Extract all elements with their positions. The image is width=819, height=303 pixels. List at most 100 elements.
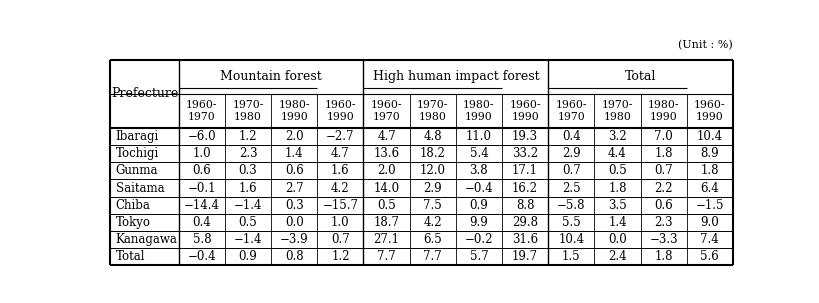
Text: 2.0: 2.0	[284, 130, 303, 143]
Text: −1.5: −1.5	[695, 199, 723, 211]
Text: 6.4: 6.4	[699, 181, 718, 195]
Text: 1960-
1970: 1960- 1970	[554, 100, 586, 122]
Text: 3.2: 3.2	[608, 130, 626, 143]
Text: 5.6: 5.6	[699, 250, 718, 263]
Text: (Unit : %): (Unit : %)	[677, 40, 732, 50]
Text: 3.5: 3.5	[608, 199, 626, 211]
Text: 10.4: 10.4	[696, 130, 722, 143]
Text: 1970-
1980: 1970- 1980	[417, 100, 448, 122]
Text: 2.9: 2.9	[561, 147, 580, 160]
Text: 0.8: 0.8	[284, 250, 303, 263]
Text: 5.8: 5.8	[192, 233, 211, 246]
Text: Kanagawa: Kanagawa	[115, 233, 177, 246]
Text: 1.6: 1.6	[331, 165, 349, 177]
Text: 1.4: 1.4	[608, 216, 626, 229]
Text: 27.1: 27.1	[373, 233, 399, 246]
Text: 1.8: 1.8	[654, 147, 672, 160]
Text: 7.7: 7.7	[423, 250, 441, 263]
Text: 4.7: 4.7	[377, 130, 396, 143]
Text: 0.5: 0.5	[377, 199, 396, 211]
Text: 0.5: 0.5	[608, 165, 626, 177]
Text: 5.5: 5.5	[561, 216, 580, 229]
Text: 1980-
1990: 1980- 1990	[278, 100, 310, 122]
Text: −2.7: −2.7	[326, 130, 354, 143]
Text: Tokyo: Tokyo	[115, 216, 151, 229]
Text: 6.5: 6.5	[423, 233, 441, 246]
Text: 7.4: 7.4	[699, 233, 718, 246]
Text: 33.2: 33.2	[511, 147, 537, 160]
Text: 1960-
1990: 1960- 1990	[693, 100, 725, 122]
Text: 17.1: 17.1	[512, 165, 537, 177]
Text: 7.0: 7.0	[654, 130, 672, 143]
Text: 10.4: 10.4	[558, 233, 584, 246]
Text: −0.1: −0.1	[188, 181, 216, 195]
Text: 29.8: 29.8	[512, 216, 537, 229]
Text: 2.4: 2.4	[608, 250, 626, 263]
Text: 1980-
1990: 1980- 1990	[463, 100, 494, 122]
Text: Prefecture: Prefecture	[111, 87, 178, 100]
Text: 1.8: 1.8	[608, 181, 626, 195]
Text: High human impact forest: High human impact forest	[372, 70, 539, 83]
Text: 9.9: 9.9	[469, 216, 487, 229]
Text: Gunma: Gunma	[115, 165, 158, 177]
Text: 0.6: 0.6	[284, 165, 303, 177]
Text: Mountain forest: Mountain forest	[220, 70, 322, 83]
Text: 9.0: 9.0	[699, 216, 718, 229]
Text: −14.4: −14.4	[183, 199, 219, 211]
Text: 0.0: 0.0	[284, 216, 303, 229]
Text: 0.5: 0.5	[238, 216, 257, 229]
Text: −3.3: −3.3	[649, 233, 677, 246]
Text: Total: Total	[115, 250, 145, 263]
Text: 1.5: 1.5	[561, 250, 580, 263]
Text: −0.2: −0.2	[464, 233, 492, 246]
Text: 1960-
1990: 1960- 1990	[324, 100, 355, 122]
Text: −0.4: −0.4	[188, 250, 216, 263]
Text: 1960-
1970: 1960- 1970	[370, 100, 402, 122]
Text: 8.8: 8.8	[515, 199, 534, 211]
Text: Total: Total	[624, 70, 655, 83]
Text: 0.9: 0.9	[238, 250, 257, 263]
Text: −1.4: −1.4	[233, 199, 262, 211]
Text: 5.4: 5.4	[469, 147, 487, 160]
Text: 0.0: 0.0	[608, 233, 626, 246]
Text: 3.8: 3.8	[469, 165, 487, 177]
Text: 1.8: 1.8	[654, 250, 672, 263]
Text: 2.3: 2.3	[654, 216, 672, 229]
Text: 0.4: 0.4	[192, 216, 211, 229]
Text: 1960-
1990: 1960- 1990	[509, 100, 541, 122]
Text: 1.8: 1.8	[699, 165, 718, 177]
Text: 7.5: 7.5	[423, 199, 441, 211]
Text: 2.5: 2.5	[561, 181, 580, 195]
Text: 2.7: 2.7	[284, 181, 303, 195]
Text: 14.0: 14.0	[373, 181, 399, 195]
Text: 18.2: 18.2	[419, 147, 446, 160]
Text: 1.2: 1.2	[331, 250, 349, 263]
Text: 0.3: 0.3	[238, 165, 257, 177]
Text: 8.9: 8.9	[699, 147, 718, 160]
Text: Tochigi: Tochigi	[115, 147, 159, 160]
Text: 1.2: 1.2	[238, 130, 257, 143]
Text: Chiba: Chiba	[115, 199, 151, 211]
Text: 12.0: 12.0	[419, 165, 446, 177]
Text: 4.2: 4.2	[331, 181, 349, 195]
Text: −6.0: −6.0	[188, 130, 216, 143]
Text: −1.4: −1.4	[233, 233, 262, 246]
Text: 0.6: 0.6	[654, 199, 672, 211]
Text: 0.7: 0.7	[561, 165, 580, 177]
Text: 2.3: 2.3	[238, 147, 257, 160]
Text: 31.6: 31.6	[511, 233, 537, 246]
Text: 13.6: 13.6	[373, 147, 399, 160]
Text: 7.7: 7.7	[377, 250, 396, 263]
Text: 1.0: 1.0	[331, 216, 349, 229]
Text: −3.9: −3.9	[279, 233, 308, 246]
Text: 0.7: 0.7	[654, 165, 672, 177]
Text: 1.0: 1.0	[192, 147, 211, 160]
Text: 18.7: 18.7	[373, 216, 399, 229]
Text: 0.9: 0.9	[469, 199, 487, 211]
Text: 2.9: 2.9	[423, 181, 441, 195]
Text: 5.7: 5.7	[469, 250, 487, 263]
Text: 1.4: 1.4	[284, 147, 303, 160]
Text: 0.7: 0.7	[331, 233, 350, 246]
Text: 1970-
1980: 1970- 1980	[232, 100, 264, 122]
Text: 1960-
1970: 1960- 1970	[186, 100, 217, 122]
